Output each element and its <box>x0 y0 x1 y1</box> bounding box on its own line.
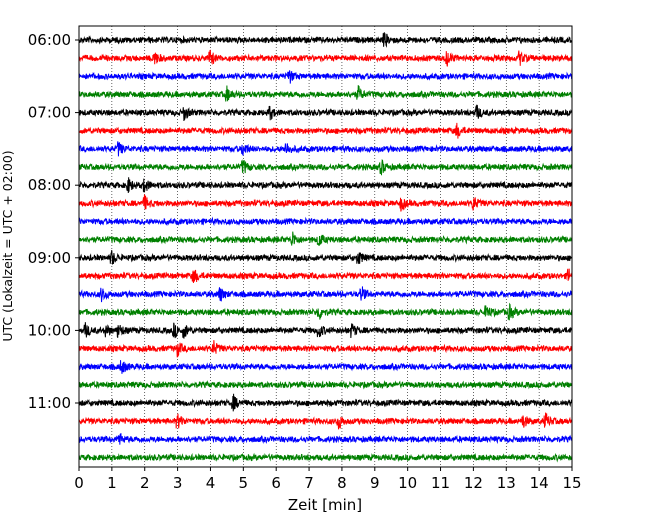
x-tick-label: 15 <box>562 474 581 492</box>
y-axis-label: UTC (Lokalzeit = UTC + 02:00) <box>0 150 15 341</box>
trace-1100 <box>78 393 573 412</box>
trace-1145 <box>78 452 573 463</box>
y-axis: 06:00 07:00 08:00 09:00 10:00 11:00 <box>28 31 79 412</box>
trace-1000 <box>78 322 573 339</box>
x-tick-label: 3 <box>173 474 183 492</box>
plot-frame <box>78 25 573 468</box>
x-tick-label: 14 <box>530 474 549 492</box>
x-tick-label: 13 <box>497 474 516 492</box>
x-tick-label: 5 <box>239 474 249 492</box>
trace-0730 <box>78 141 573 157</box>
y-tick-label: 11:00 <box>28 394 71 412</box>
trace-0700 <box>78 104 573 121</box>
trace-0715 <box>78 122 573 139</box>
trace-0845 <box>78 231 573 246</box>
y-tick-label: 10:00 <box>28 321 71 339</box>
trace-0600 <box>78 32 573 48</box>
x-tick-label: 1 <box>107 474 117 492</box>
x-tick-label: 6 <box>271 474 281 492</box>
x-tick-label: 8 <box>337 474 347 492</box>
trace-0915 <box>78 268 573 283</box>
x-tick-label: 7 <box>304 474 314 492</box>
trace-0630 <box>78 70 573 84</box>
trace-1130 <box>78 433 573 445</box>
y-tick-label: 09:00 <box>28 249 71 267</box>
trace-0930 <box>78 286 573 303</box>
trace-0945 <box>78 302 573 321</box>
trace-0745 <box>78 159 573 176</box>
trace-0800 <box>78 177 573 194</box>
trace-0615 <box>78 49 573 67</box>
x-tick-label: 10 <box>398 474 417 492</box>
x-tick-label: 0 <box>74 474 84 492</box>
y-tick-label: 07:00 <box>28 104 71 122</box>
trace-1030 <box>78 360 573 374</box>
trace-1045 <box>78 380 573 390</box>
trace-0645 <box>78 85 573 102</box>
y-tick-label: 08:00 <box>28 176 71 194</box>
y-tick-label: 06:00 <box>28 31 71 49</box>
trace-0900 <box>78 250 573 265</box>
x-tick-label: 2 <box>140 474 150 492</box>
x-tick-label: 9 <box>370 474 380 492</box>
trace-1015 <box>78 340 573 358</box>
x-tick-label: 4 <box>206 474 216 492</box>
trace-layer <box>78 32 573 463</box>
x-axis-label: Zeit [min] <box>288 496 362 514</box>
trace-0830 <box>78 216 573 227</box>
x-tick-label: 11 <box>431 474 450 492</box>
x-axis: 0 1 2 3 4 5 6 7 8 9 10 11 12 13 14 15 <box>74 467 582 492</box>
trace-1115 <box>78 412 573 430</box>
x-tick-label: 12 <box>464 474 483 492</box>
trace-0815 <box>78 194 573 212</box>
